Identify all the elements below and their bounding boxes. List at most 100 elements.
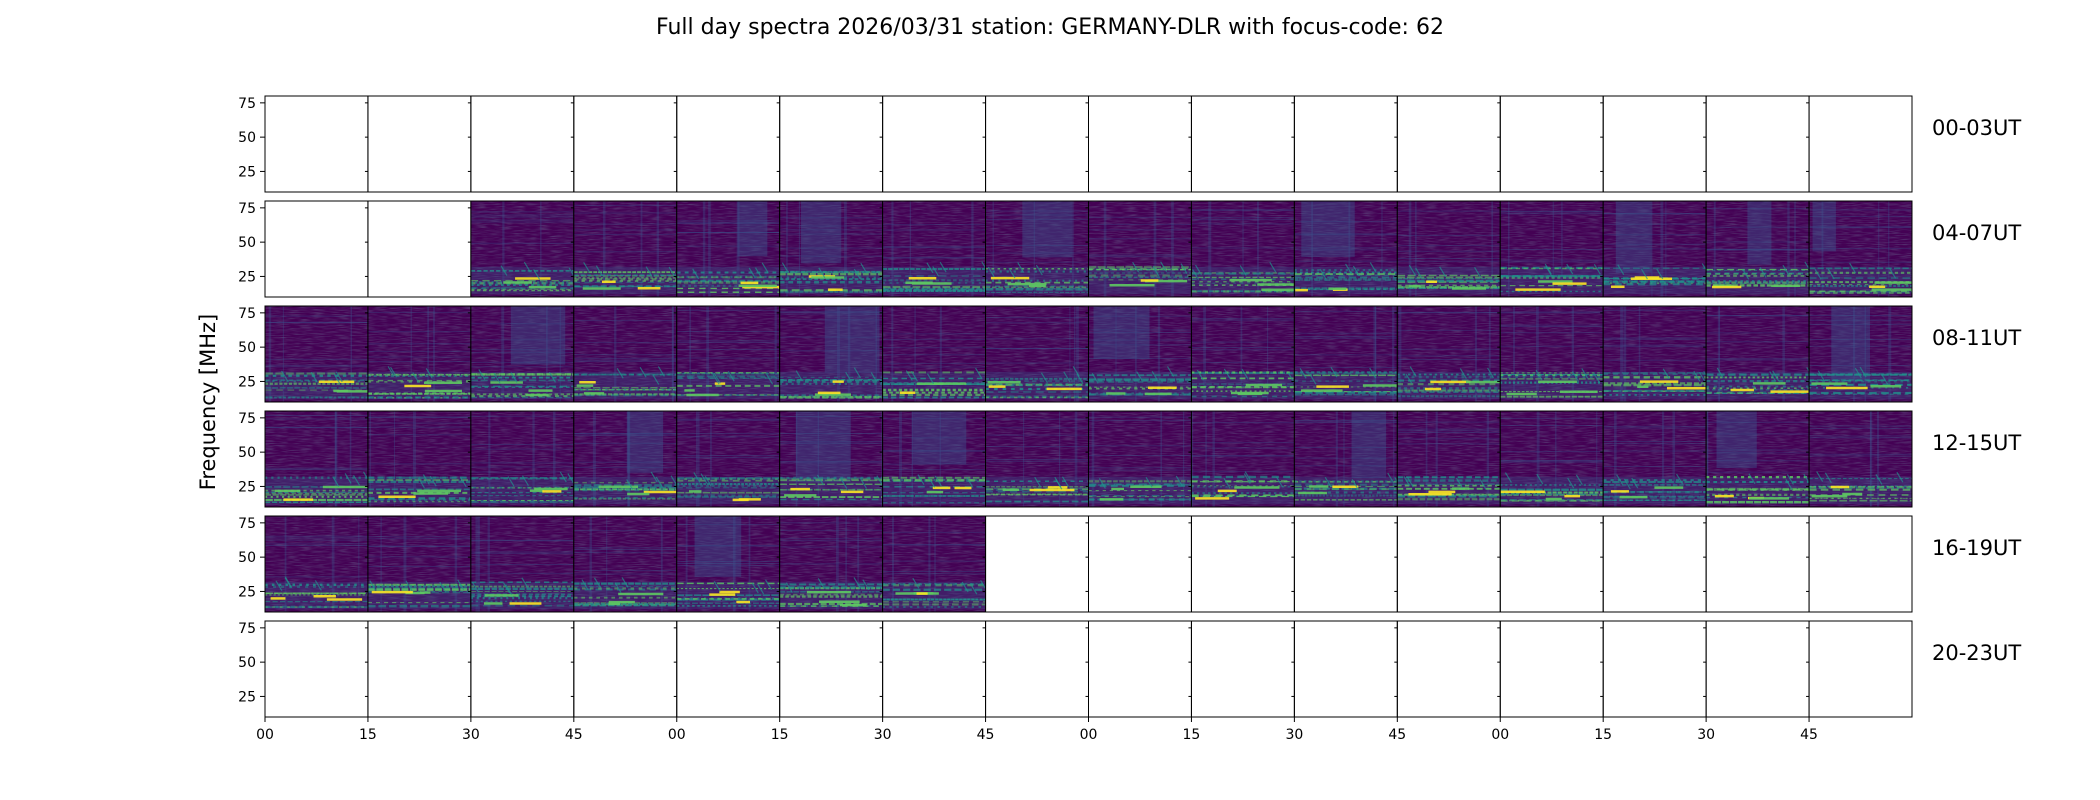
spectrogram-panel (1600, 620, 1707, 718)
panel-frame (676, 95, 781, 193)
spectrogram-image (367, 411, 471, 507)
spectrogram-image (779, 516, 883, 612)
spectrogram-image (573, 516, 677, 612)
spectrogram-panel (1291, 515, 1398, 613)
panel-frame (1190, 515, 1295, 613)
spectra-row: 25 50 75 (238, 200, 1913, 298)
spectrogram-image (1706, 201, 1810, 297)
spectrogram-panel (1600, 305, 1707, 403)
row-labels: 00-03UT 04-07UT 08-11UT 12-15UT 16-19UT 20-23… (1932, 116, 2021, 665)
spectrogram-panel (467, 305, 575, 403)
spectrogram-panel (1497, 410, 1604, 508)
panel-frame (470, 95, 575, 193)
spectrogram-panel (879, 95, 987, 193)
spectra-row: 25 50 75 (238, 620, 1913, 718)
panel-frame (882, 95, 987, 193)
panel-frame (1499, 95, 1604, 193)
chart-title: Full day spectra 2026/03/31 station: GER… (656, 15, 1444, 40)
spectrogram-image (367, 306, 471, 402)
panel-frame (1808, 95, 1913, 193)
panel-frame (264, 620, 369, 718)
spectrogram-panel (264, 95, 369, 193)
panel-frame (1088, 515, 1192, 613)
y-tick-label: 25 (238, 584, 256, 600)
x-tick-label: 15 (771, 727, 789, 743)
x-tick-label: 45 (1800, 727, 1818, 743)
spectrogram-panel (264, 410, 369, 508)
x-tick-label: 45 (1388, 727, 1406, 743)
spectrogram-panel (1600, 95, 1707, 193)
spectrogram-image (676, 411, 780, 507)
panel-frame (1396, 95, 1501, 193)
spectrogram-image (1603, 411, 1707, 507)
spectrogram-panel (776, 95, 884, 193)
x-tick-label: 15 (359, 727, 377, 743)
panel-frame (1396, 515, 1501, 613)
spectrogram-panel (982, 200, 1089, 298)
spectra-row: 25 50 75 (238, 515, 1913, 613)
spectrogram-panel (1188, 200, 1295, 298)
spectrogram-panel (264, 305, 369, 403)
spectrogram-panel (570, 95, 678, 193)
spectrogram-panel (1806, 305, 1913, 403)
spectrogram-image (1191, 201, 1295, 297)
spectrogram-panel (1806, 410, 1913, 508)
spectrogram-image (676, 516, 780, 612)
panel-frame (1499, 515, 1604, 613)
spectrogram-panel (1703, 200, 1810, 298)
x-tick-label: 30 (1697, 727, 1715, 743)
row-time-label: 00-03UT (1932, 116, 2021, 140)
spectrogram-panel (364, 200, 472, 298)
x-tick-label: 30 (462, 727, 480, 743)
spectrogram-panel (776, 305, 884, 403)
spectrogram-image (779, 306, 883, 402)
spectrogram-panel (1600, 200, 1707, 298)
spectrogram-image (985, 201, 1089, 297)
x-tick-label: 00 (256, 727, 274, 743)
spectrogram-panel (1703, 410, 1810, 508)
spectrogram-panel (1806, 515, 1913, 613)
spectrogram-panel (1291, 620, 1398, 718)
spectrogram-panel (1394, 410, 1501, 508)
panel-frame (1293, 620, 1398, 718)
panel-frame (1293, 95, 1398, 193)
spectrogram-image (470, 516, 574, 612)
y-tick-label: 75 (238, 201, 256, 217)
panel-frame (882, 620, 987, 718)
panel-frame (1808, 620, 1913, 718)
spectrogram-panel (673, 620, 781, 718)
spectrogram-panel (1497, 95, 1604, 193)
row-time-label: 08-11UT (1932, 326, 2021, 350)
spectrogram-panel (1394, 305, 1501, 403)
x-tick-label: 00 (1491, 727, 1509, 743)
spectrogram-panel (1703, 305, 1810, 403)
spectrogram-panel (1394, 95, 1501, 193)
spectrogram-panel (1085, 410, 1192, 508)
panel-frame (367, 620, 472, 718)
y-tick-label: 50 (238, 340, 256, 356)
spectrogram-image (1397, 306, 1501, 402)
spectrogram-panel (776, 200, 884, 298)
spectrogram-panel (264, 515, 369, 613)
spectrogram-image (1603, 201, 1707, 297)
y-tick-label: 25 (238, 269, 256, 285)
spectrogram-panel (1188, 305, 1295, 403)
spectrogram-panel (982, 410, 1089, 508)
spectrogram-panel (1497, 515, 1604, 613)
spectrogram-panel (1188, 515, 1295, 613)
spectrogram-panel (1188, 410, 1295, 508)
spectrogram-image (882, 306, 986, 402)
panel-frame (985, 515, 1089, 613)
spectrogram-panel (570, 200, 678, 298)
row-time-label: 04-07UT (1932, 221, 2021, 245)
spectrogram-panel (879, 200, 987, 298)
x-tick-label: 15 (1594, 727, 1612, 743)
y-tick-label: 75 (238, 306, 256, 322)
spectrogram-panel (364, 620, 472, 718)
y-axis-label: Frequency [MHz] (196, 314, 220, 490)
spectrogram-panel (570, 410, 678, 508)
x-tick-label: 15 (1183, 727, 1201, 743)
spectrogram-image (882, 411, 986, 507)
spectrogram-image (1706, 306, 1810, 402)
spectrogram-panel (1085, 200, 1192, 298)
